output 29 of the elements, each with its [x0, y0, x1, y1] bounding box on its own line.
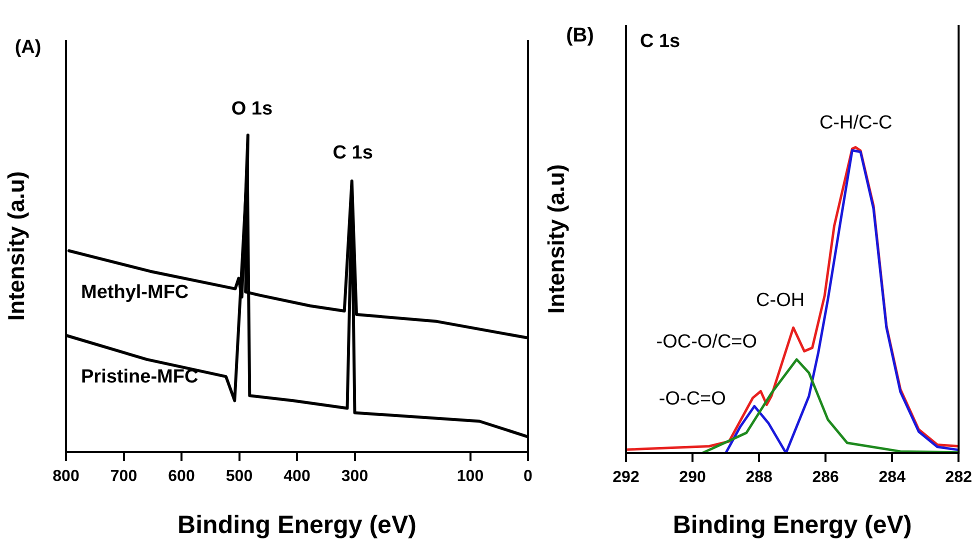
y-axis-title: Intensity (a.u)	[3, 171, 30, 321]
x-axis-title: Binding Energy (eV)	[672, 510, 912, 539]
x-tick-label: 0	[524, 468, 533, 486]
annotation: C-OH	[756, 290, 805, 311]
x-axis-title: Binding Energy (eV)	[178, 510, 416, 539]
x-tick-label: 700	[110, 468, 138, 486]
x-tick-label: 800	[52, 468, 80, 486]
annotation: C 1s	[332, 142, 373, 164]
x-tick-label: 100	[456, 468, 484, 486]
text: (B)	[566, 24, 594, 47]
x-tick-label: 500	[226, 468, 253, 486]
x-tick-label: 284	[878, 469, 906, 486]
x-tick-label: 292	[612, 469, 640, 486]
x-tick-label: 300	[341, 468, 368, 486]
annotation: O 1s	[231, 98, 273, 120]
x-tick-label: 286	[812, 469, 840, 486]
x-tick-label: 282	[945, 469, 972, 486]
text: (A)	[14, 37, 42, 58]
annotation: -OC-O/C=O	[656, 332, 758, 353]
series-label: Pristine-MFC	[81, 366, 198, 388]
annotation: C-H/C-C	[819, 112, 892, 134]
x-tick-label: 290	[679, 469, 706, 486]
x-tick-label: 288	[746, 469, 773, 486]
y-axis-title: Intensity (a.u)	[543, 164, 570, 314]
annotation: -O-C=O	[658, 388, 726, 410]
x-tick-label: 600	[168, 468, 195, 486]
text: C 1s	[640, 31, 680, 52]
x-tick-label: 400	[284, 468, 310, 486]
series-label: Methyl-MFC	[81, 282, 189, 303]
